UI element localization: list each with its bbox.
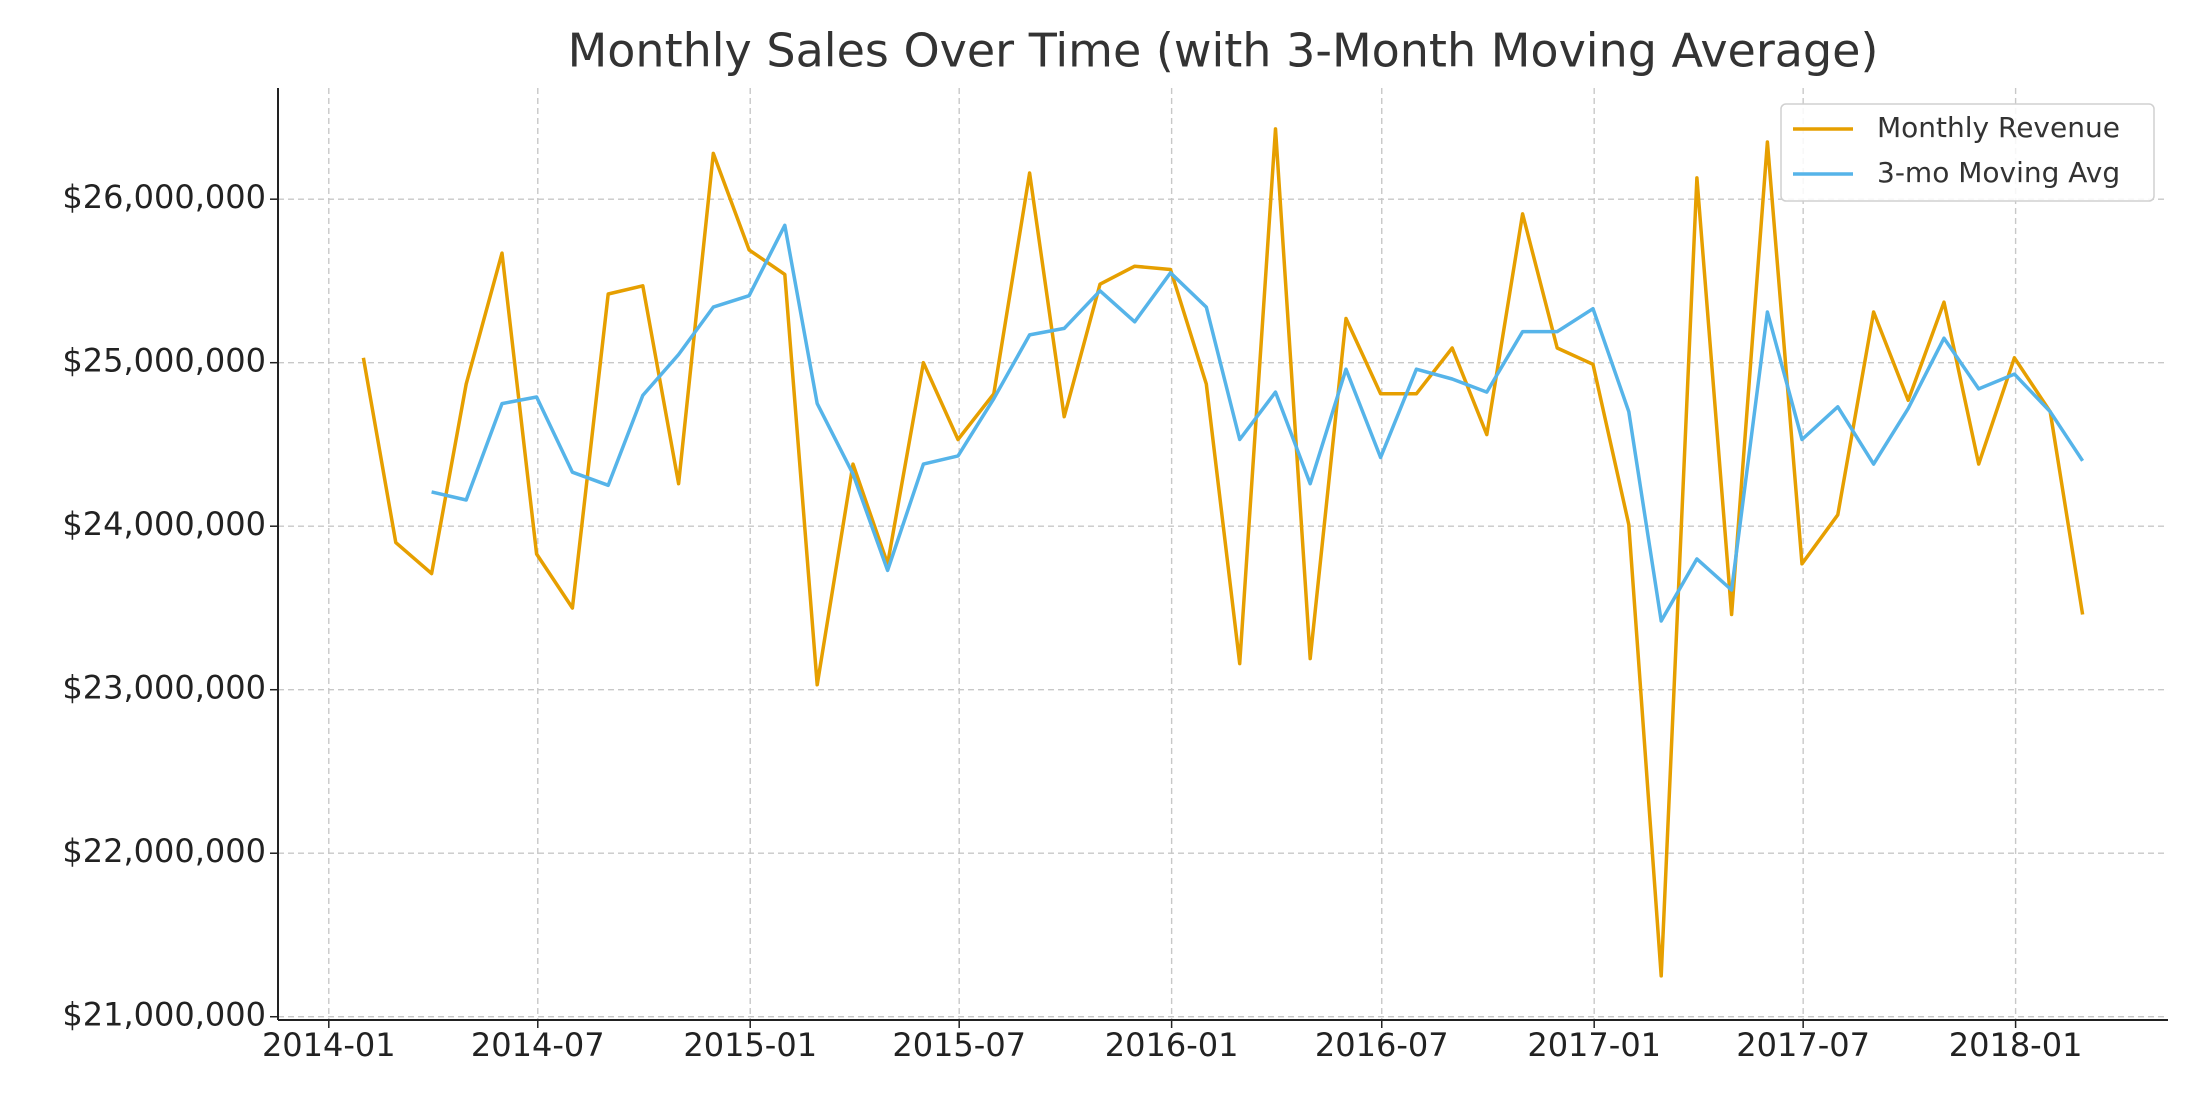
chart-title: Monthly Sales Over Time (with 3-Month Mo… (568, 24, 1879, 78)
x-tick-label: 2014-07 (471, 1026, 605, 1064)
x-tick-label: 2018-01 (1949, 1026, 2083, 1064)
y-tick-label: $23,000,000 (62, 669, 266, 707)
legend: Monthly Revenue 3-mo Moving Avg (1780, 103, 2155, 202)
x-tick-label: 2015-01 (683, 1026, 817, 1064)
y-tick-label: $26,000,000 (62, 178, 266, 216)
y-tick-label: $21,000,000 (62, 996, 266, 1034)
y-tick-label: $25,000,000 (62, 342, 266, 380)
y-tick-label: $24,000,000 (62, 505, 266, 543)
legend-label: 3-mo Moving Avg (1877, 156, 2120, 189)
x-tick-label: 2016-01 (1105, 1026, 1239, 1064)
legend-box (1780, 103, 2155, 202)
series-line (431, 223, 2085, 623)
x-tick-label: 2017-01 (1527, 1026, 1661, 1064)
x-tick-label: 2014-01 (262, 1026, 396, 1064)
series-line (361, 127, 2085, 978)
x-tick-label: 2016-07 (1315, 1026, 1449, 1064)
x-tick-label: 2017-07 (1736, 1026, 1870, 1064)
legend-label: Monthly Revenue (1877, 111, 2120, 144)
y-tick-label: $22,000,000 (62, 832, 266, 870)
x-tick-label: 2015-07 (892, 1026, 1026, 1064)
